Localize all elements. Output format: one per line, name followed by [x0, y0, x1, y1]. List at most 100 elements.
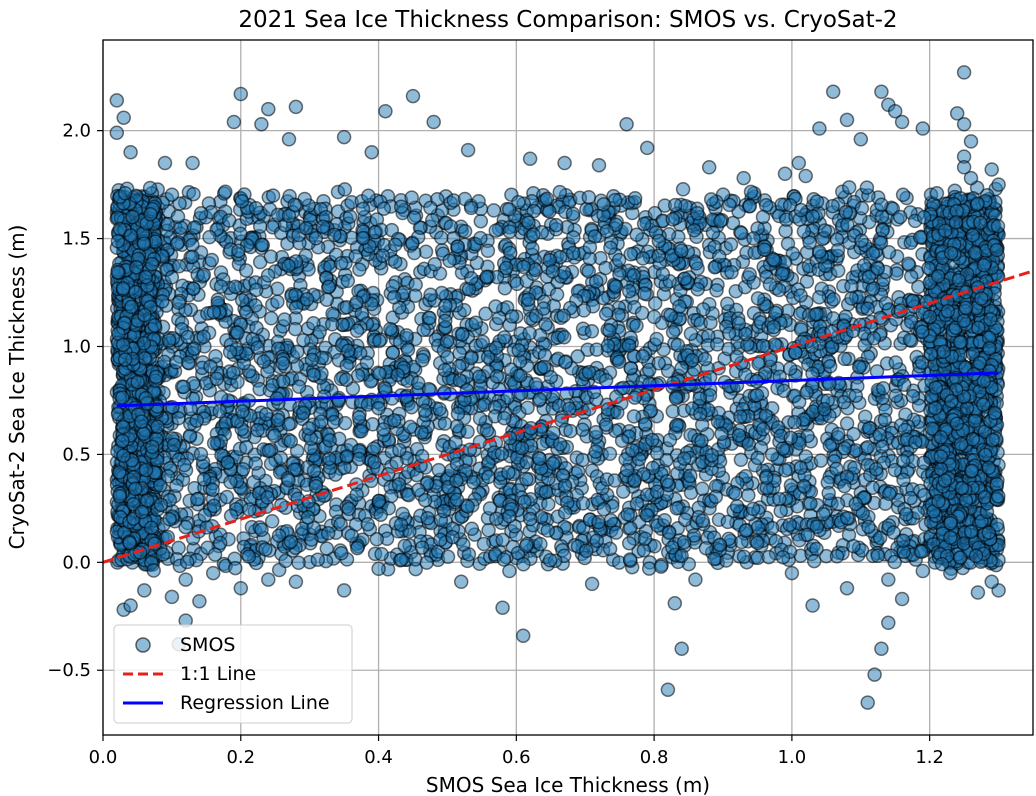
scatter-point — [579, 202, 594, 217]
scatter-point — [750, 520, 766, 535]
scatter-point — [541, 497, 556, 512]
scatter-point — [562, 401, 577, 416]
scatter-point — [353, 423, 369, 439]
scatter-point — [238, 439, 254, 455]
scatter-point — [914, 544, 929, 559]
scatter-point — [315, 219, 331, 234]
scatter-point — [674, 548, 689, 563]
scatter-point — [662, 432, 678, 448]
scatter-point — [743, 184, 759, 200]
scatter-point — [420, 511, 435, 526]
scatter-point — [589, 533, 605, 548]
scatter-point — [387, 254, 403, 269]
scatter-point — [627, 190, 643, 206]
scatter-point — [212, 404, 227, 419]
scatter-point — [308, 231, 324, 246]
scatter-point — [228, 560, 243, 576]
scatter-point — [602, 541, 618, 557]
scatter-point — [905, 388, 921, 404]
scatter-point — [233, 226, 248, 241]
scatter-point — [549, 287, 565, 302]
scatter-point — [778, 463, 793, 478]
scatter-point — [186, 281, 201, 296]
scatter-point — [540, 523, 556, 538]
scatter-point — [720, 296, 735, 311]
scatter-point — [661, 525, 677, 541]
chart-title: 2021 Sea Ice Thickness Comparison: SMOS … — [238, 7, 897, 33]
scatter-point — [622, 552, 638, 567]
scatter-point — [437, 313, 453, 329]
scatter-point — [377, 381, 393, 396]
scatter-point — [830, 263, 846, 278]
scatter-point — [582, 239, 598, 255]
scatter-point — [204, 252, 220, 268]
scatter-point — [489, 369, 505, 384]
scatter-point — [612, 267, 627, 282]
scatter-point — [472, 411, 488, 426]
scatter-point — [400, 342, 416, 358]
scatter-point — [649, 446, 665, 461]
scatter-point — [520, 400, 535, 415]
scatter-point — [366, 441, 382, 456]
scatter-point — [270, 294, 285, 309]
scatter-point — [190, 491, 205, 507]
scatter-point — [177, 457, 192, 473]
scatter-point — [228, 279, 243, 294]
scatter-point — [669, 417, 684, 433]
scatter-point — [455, 327, 470, 342]
scatter-point — [556, 329, 572, 345]
scatter-point — [888, 388, 904, 404]
scatter-point — [337, 182, 353, 197]
scatter-point — [252, 219, 268, 234]
scatter-point — [242, 502, 257, 517]
scatter-point — [599, 224, 615, 239]
scatter-point — [254, 522, 269, 538]
scatter-point — [548, 217, 564, 233]
scatter-point — [464, 521, 480, 537]
scatter-point — [193, 205, 209, 221]
scatter-point — [164, 187, 180, 202]
scatter-point — [575, 422, 590, 437]
scatter-point — [479, 423, 495, 438]
scatter-point — [351, 410, 367, 425]
scatter-points — [109, 65, 1006, 710]
scatter-point — [646, 309, 662, 325]
scatter-point — [423, 200, 438, 216]
scatter-point — [637, 531, 653, 547]
scatter-point — [473, 213, 489, 229]
scatter-point — [688, 256, 704, 271]
scatter-point — [438, 298, 453, 314]
scatter-point — [383, 321, 398, 337]
scatter-point — [838, 204, 854, 220]
scatter-point — [882, 486, 897, 502]
scatter-point — [929, 186, 945, 201]
scatter-point — [903, 269, 919, 284]
scatter-point — [865, 480, 880, 496]
scatter-point — [637, 286, 652, 301]
scatter-point — [502, 224, 518, 239]
scatter-point — [602, 446, 618, 462]
scatter-point — [519, 471, 534, 487]
scatter-point — [901, 256, 916, 271]
scatter-point — [222, 344, 238, 360]
scatter-point — [221, 213, 237, 228]
scatter-point — [156, 354, 172, 370]
scatter-point — [481, 469, 496, 485]
scatter-point — [565, 245, 581, 261]
scatter-point — [793, 288, 808, 303]
scatter-point — [705, 225, 721, 240]
scatter-point — [696, 302, 711, 317]
scatter-point — [741, 487, 756, 503]
scatter-point — [339, 358, 354, 373]
scatter-point — [729, 499, 745, 514]
scatter-point — [742, 198, 758, 214]
scatter-point — [263, 311, 279, 326]
scatter-point — [486, 203, 502, 218]
scatter-point — [476, 536, 492, 552]
scatter-point — [418, 244, 434, 260]
scatter-point — [304, 352, 320, 368]
scatter-point — [331, 392, 346, 408]
scatter-point — [475, 334, 491, 350]
scatter-point — [913, 230, 928, 245]
scatter-point — [384, 488, 399, 504]
